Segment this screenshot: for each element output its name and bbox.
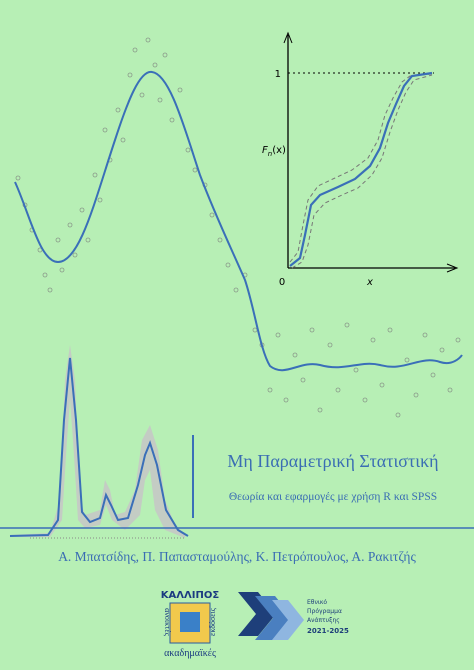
arrow [283, 31, 293, 44]
authors: Α. Μπατσίδης, Π. Παπασταμούλης, Κ. Πετρό… [58, 549, 416, 564]
title: Μη Παραμετρική Στατιστική [227, 451, 438, 471]
logo-text: ανοικτές [163, 608, 172, 637]
label-part: n [268, 150, 272, 158]
axis-label: x [366, 277, 373, 288]
label-part: (x) [272, 145, 286, 156]
logo-icon [180, 612, 200, 632]
logo-name: ΚΑΛΛΙΠΟΣ [161, 590, 220, 601]
program-text: Εθνικό [307, 599, 327, 606]
axis-label: Fn(x) [262, 145, 286, 158]
ecdf-line [289, 71, 433, 267]
logo-text: εκδόσεις [208, 607, 217, 636]
smooth-curve [14, 70, 463, 372]
tick-label: 1 [275, 69, 281, 80]
band-upper [289, 73, 433, 263]
program-text: Πρόγραμμα [307, 608, 342, 615]
band-lower [291, 74, 433, 269]
density-line [9, 357, 189, 537]
density-band [10, 345, 185, 538]
tick-label: 0 [279, 277, 285, 288]
subtitle: Θεωρία και εφαρμογές με χρήση R και SPSS [229, 491, 437, 503]
label-part: F [262, 145, 268, 156]
program-years: 2021-2025 [307, 627, 349, 635]
logo-text: ακαδημαϊκές [164, 648, 216, 659]
program-text: Ανάπτυξης [307, 617, 340, 624]
arrow [446, 263, 459, 273]
chevron [272, 600, 304, 640]
